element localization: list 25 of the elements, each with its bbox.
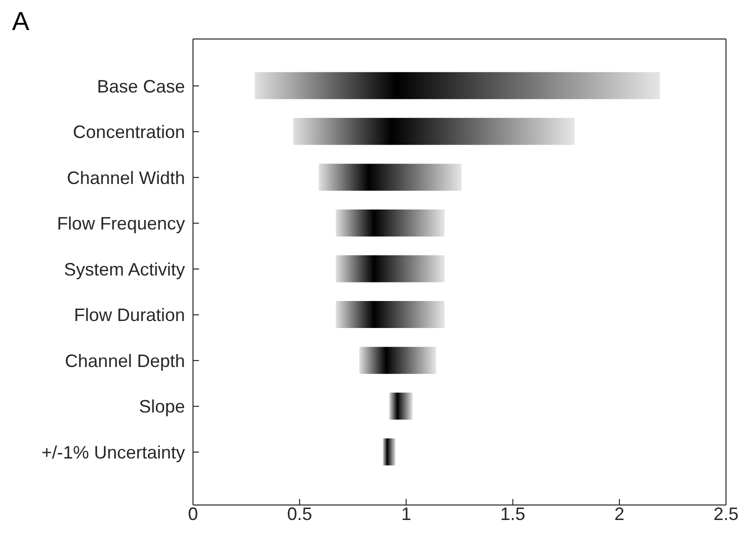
bar (318, 164, 462, 191)
bar (254, 72, 660, 100)
y-tick-label: Base Case (96, 76, 185, 96)
x-tick-label: 2.5 (713, 504, 739, 524)
x-tick-label: 0 (188, 504, 198, 524)
bar (336, 301, 445, 328)
y-tick-label: Slope (138, 396, 185, 417)
bar (359, 346, 436, 374)
bar (336, 209, 445, 236)
bar (336, 255, 445, 282)
x-tick-label: 2 (614, 504, 624, 524)
y-tick-label: Flow Frequency (56, 214, 185, 234)
y-tick-label: Concentration (72, 122, 185, 142)
x-tick-label: 0.5 (287, 504, 312, 524)
y-tick-label: Channel Width (66, 168, 185, 188)
y-tick-label: System Activity (64, 259, 185, 280)
bar (382, 438, 396, 466)
bar (293, 118, 575, 145)
y-tick-label: +/-1% Uncertainty (41, 442, 185, 462)
chart-title: A (12, 6, 30, 37)
y-tick-label: Flow Duration (74, 305, 185, 326)
y-tick-label: Channel Depth (64, 350, 185, 371)
bar (389, 392, 413, 420)
x-tick-label: 1 (401, 504, 412, 524)
x-tick-label: 1.5 (500, 504, 526, 524)
